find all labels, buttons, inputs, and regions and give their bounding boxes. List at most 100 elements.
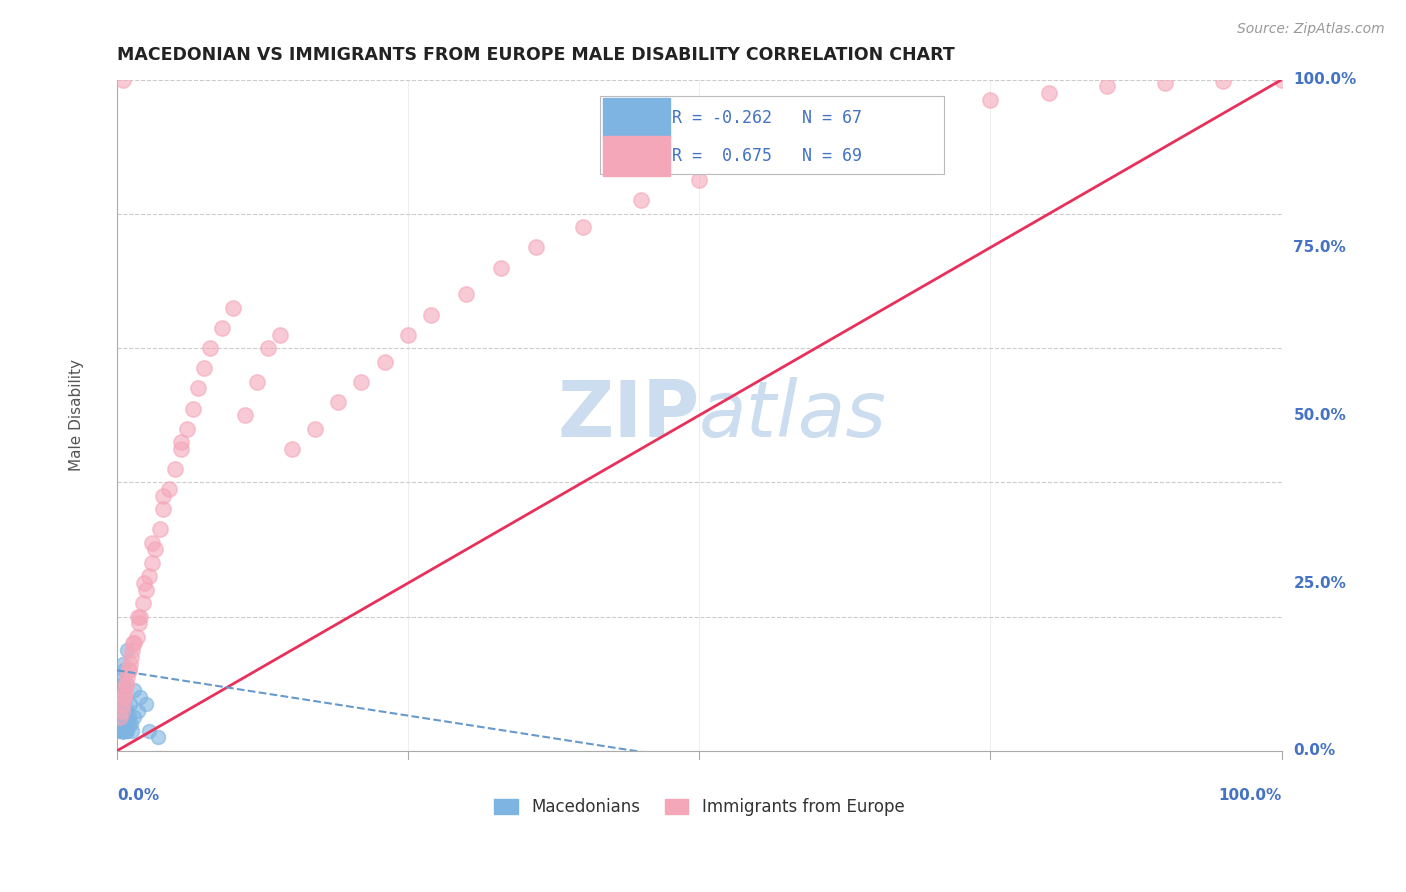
- Point: [979, 93, 1001, 107]
- Point: [152, 489, 174, 503]
- Point: [211, 321, 233, 335]
- Point: [110, 723, 132, 738]
- Point: [124, 683, 146, 698]
- Point: [118, 697, 141, 711]
- Point: [143, 542, 166, 557]
- Point: [115, 723, 138, 738]
- Point: [198, 341, 221, 355]
- Point: [114, 717, 136, 731]
- Point: [110, 710, 132, 724]
- Point: [111, 710, 134, 724]
- Point: [170, 435, 193, 450]
- Point: [110, 717, 132, 731]
- Point: [132, 576, 155, 591]
- Text: Male Disability: Male Disability: [69, 359, 83, 471]
- Point: [120, 649, 142, 664]
- FancyBboxPatch shape: [603, 136, 671, 177]
- Point: [128, 616, 150, 631]
- Point: [111, 72, 134, 87]
- Point: [149, 522, 172, 536]
- Point: [572, 220, 595, 235]
- Point: [524, 240, 547, 254]
- Point: [114, 683, 136, 698]
- Point: [110, 717, 132, 731]
- Point: [111, 677, 134, 691]
- Point: [110, 710, 132, 724]
- Point: [110, 710, 132, 724]
- FancyBboxPatch shape: [603, 97, 671, 137]
- Point: [304, 422, 326, 436]
- Point: [110, 697, 132, 711]
- Point: [110, 704, 132, 718]
- Point: [257, 341, 280, 355]
- Point: [110, 690, 132, 705]
- Point: [1095, 79, 1118, 94]
- Point: [152, 502, 174, 516]
- Point: [110, 690, 132, 705]
- Point: [112, 690, 135, 705]
- Point: [117, 704, 139, 718]
- Point: [630, 194, 652, 208]
- Point: [117, 670, 139, 684]
- Point: [396, 327, 419, 342]
- Point: [193, 361, 215, 376]
- Point: [269, 327, 291, 342]
- Point: [110, 717, 132, 731]
- Point: [112, 723, 135, 738]
- Point: [112, 663, 135, 677]
- Point: [110, 710, 132, 724]
- Point: [111, 697, 134, 711]
- Point: [111, 723, 134, 738]
- Point: [110, 683, 132, 698]
- Point: [122, 636, 145, 650]
- Point: [127, 704, 149, 718]
- Point: [112, 723, 135, 738]
- Point: [141, 556, 163, 570]
- Point: [131, 596, 153, 610]
- Point: [222, 301, 245, 315]
- Point: [138, 723, 160, 738]
- Point: [129, 609, 152, 624]
- Point: [747, 153, 769, 168]
- Point: [110, 683, 132, 698]
- Point: [420, 308, 443, 322]
- Point: [129, 690, 152, 705]
- Point: [114, 697, 136, 711]
- Point: [118, 657, 141, 671]
- Text: R = -0.262   N = 67: R = -0.262 N = 67: [672, 109, 862, 127]
- Point: [1038, 86, 1060, 100]
- Point: [456, 287, 478, 301]
- Text: atlas: atlas: [699, 377, 887, 453]
- Point: [110, 723, 132, 738]
- Point: [146, 731, 169, 745]
- Point: [112, 704, 135, 718]
- Point: [135, 697, 157, 711]
- Point: [115, 677, 138, 691]
- Point: [157, 482, 180, 496]
- Point: [114, 717, 136, 731]
- Point: [112, 717, 135, 731]
- Point: [233, 409, 256, 423]
- Text: R =  0.675   N = 69: R = 0.675 N = 69: [672, 147, 862, 165]
- Point: [350, 375, 373, 389]
- Text: Source: ZipAtlas.com: Source: ZipAtlas.com: [1237, 22, 1385, 37]
- Point: [121, 643, 143, 657]
- Point: [110, 710, 132, 724]
- Text: 100.0%: 100.0%: [1294, 72, 1357, 87]
- Point: [111, 677, 134, 691]
- Point: [125, 630, 148, 644]
- Legend: Macedonians, Immigrants from Europe: Macedonians, Immigrants from Europe: [488, 791, 911, 822]
- Text: 0.0%: 0.0%: [1294, 743, 1336, 758]
- Point: [112, 717, 135, 731]
- Point: [111, 657, 134, 671]
- Point: [114, 690, 136, 705]
- Point: [921, 106, 943, 120]
- Point: [688, 173, 710, 187]
- Text: 75.0%: 75.0%: [1294, 240, 1346, 255]
- Point: [280, 442, 302, 456]
- Point: [117, 723, 139, 738]
- Point: [863, 120, 886, 134]
- Point: [111, 717, 134, 731]
- Point: [120, 717, 142, 731]
- Point: [121, 723, 143, 738]
